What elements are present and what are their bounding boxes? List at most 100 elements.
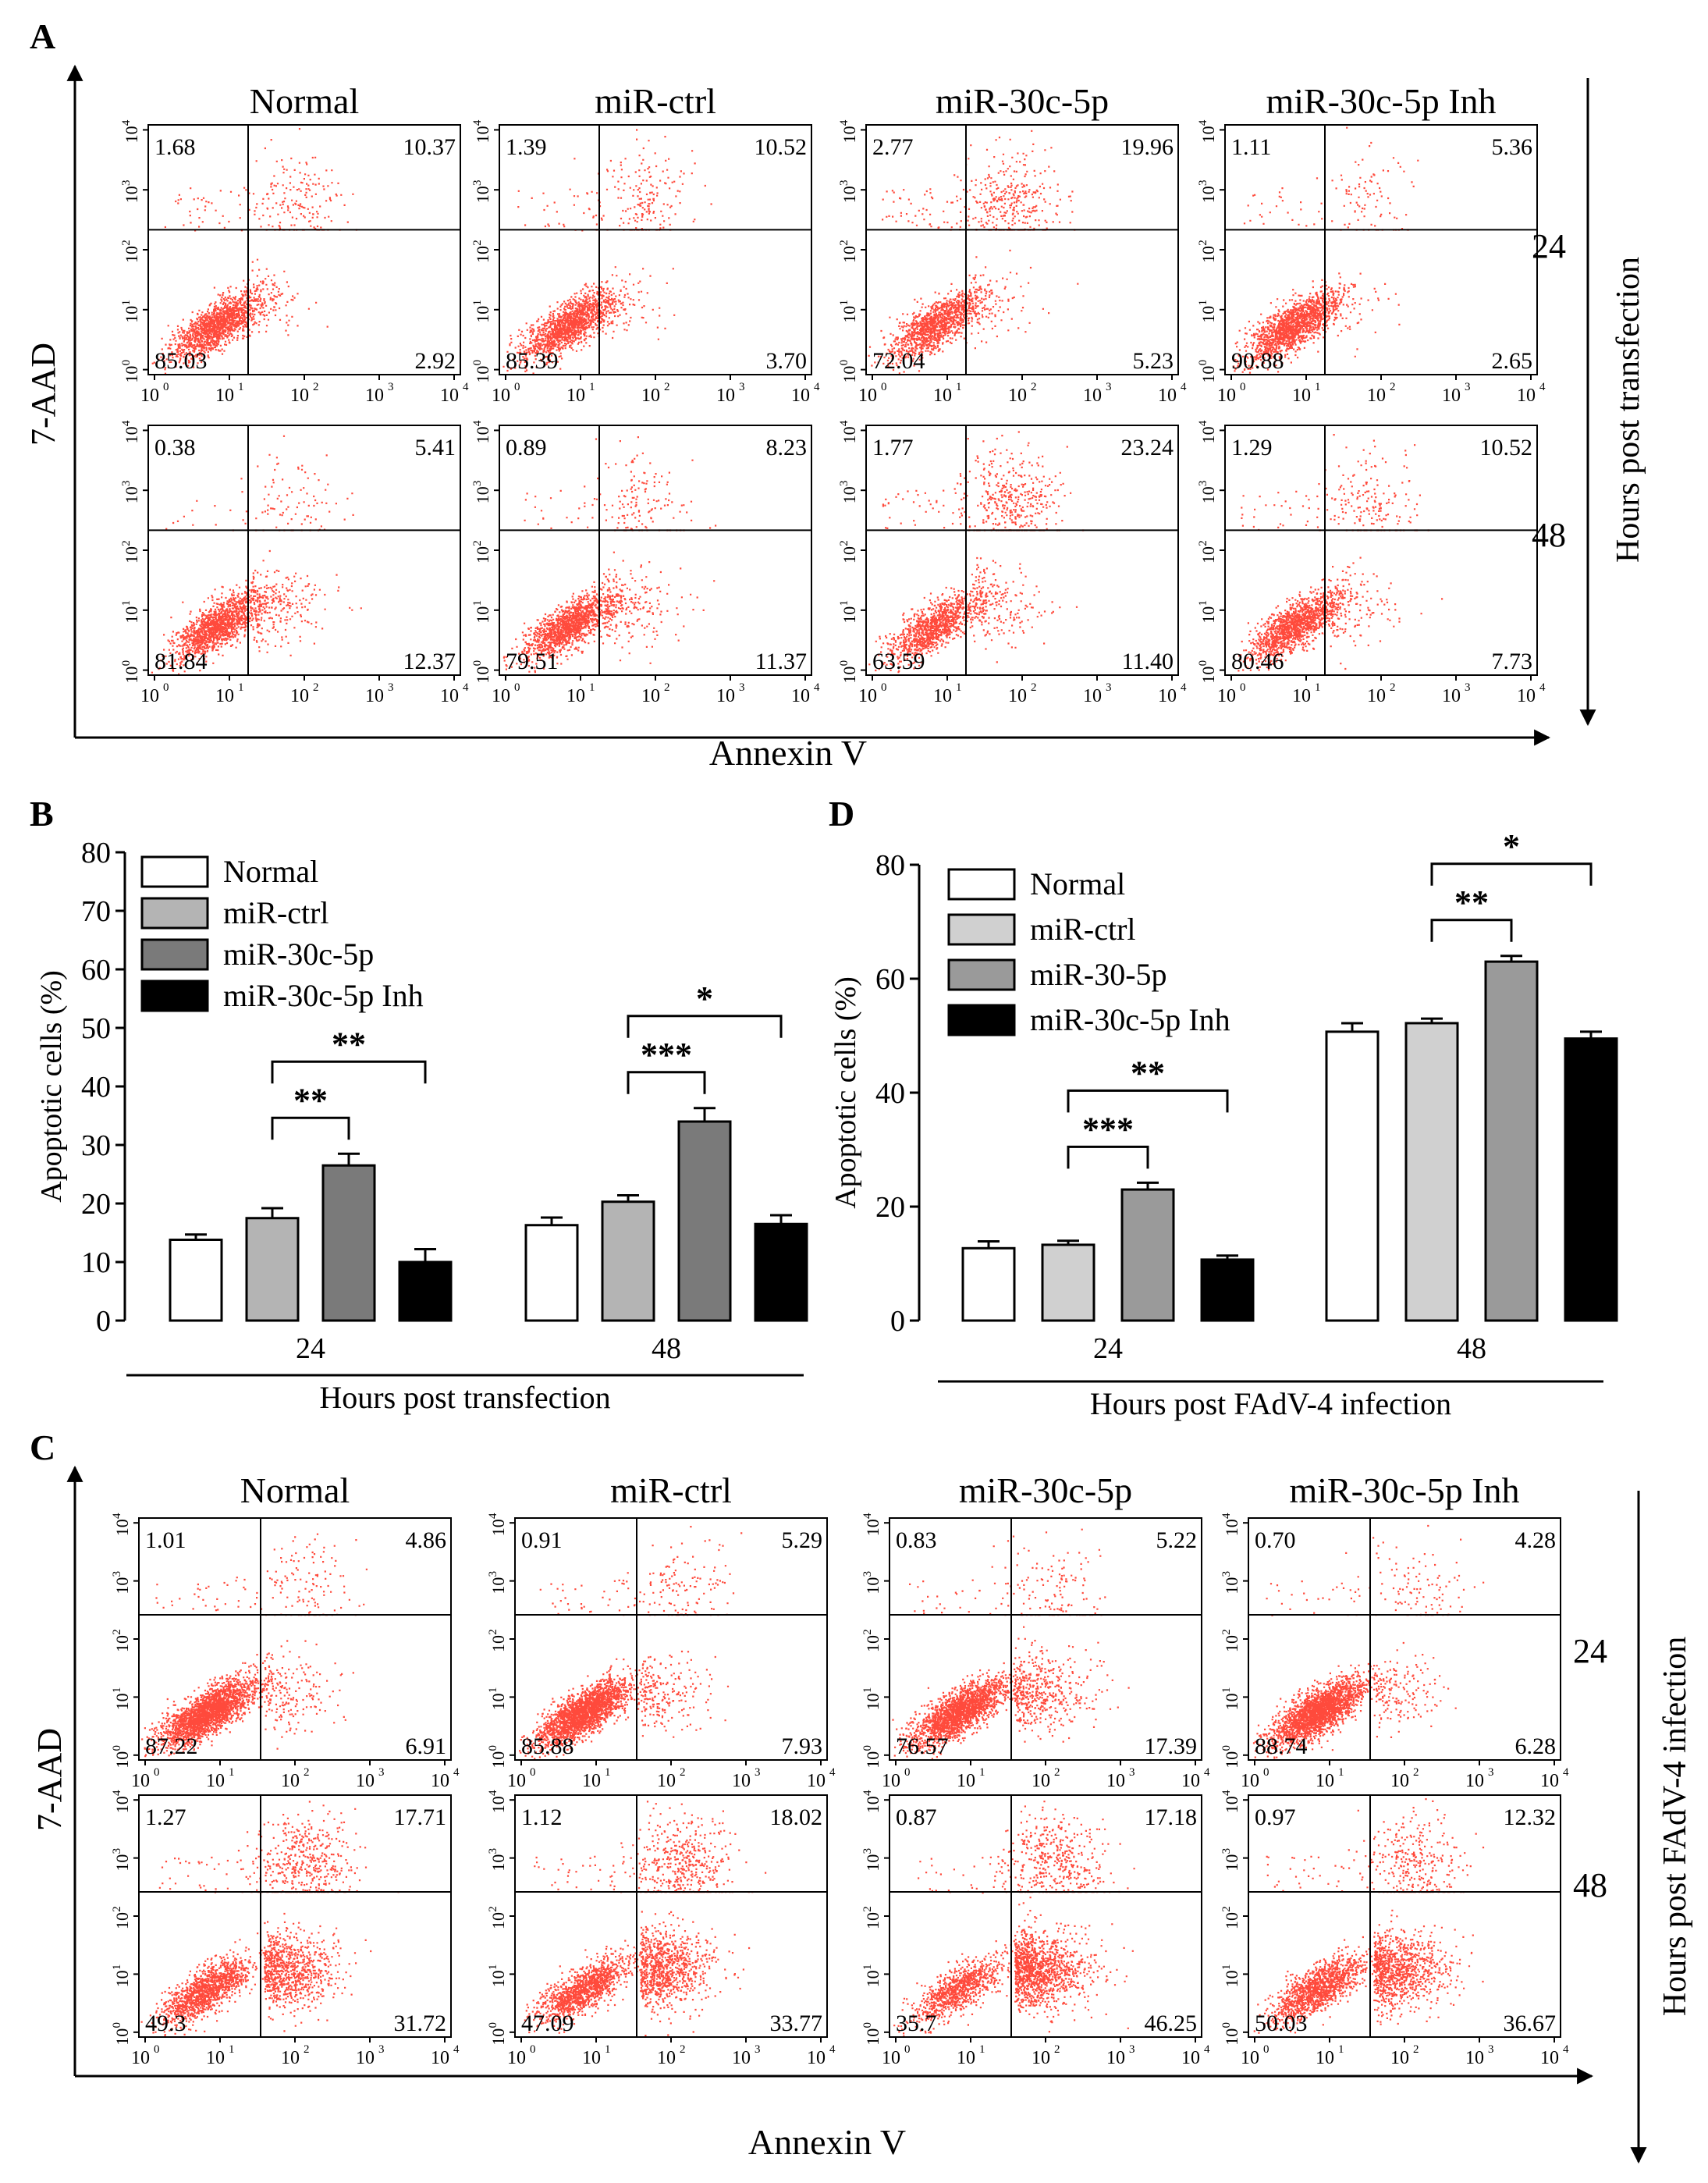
x-tick-exponent: 2 [313,681,319,694]
bar [169,1239,223,1322]
quadrant-ll-value: 50.03 [1255,2011,1308,2036]
x-tick-label: 10 [1292,386,1311,406]
quadrant-ur-value: 4.86 [406,1527,447,1553]
y-tick-label: 60 [81,954,111,987]
y-tick-label: 10 [1222,2028,1241,2046]
y-tick-label: 10 [473,546,492,564]
y-tick-exponent: 3 [120,480,133,486]
quadrant-ll-value: 47.09 [521,2011,574,2036]
x-tick-exponent: 3 [1106,381,1112,393]
x-tick-exponent: 0 [1240,681,1246,694]
flow-dots [868,130,1079,375]
quadrant-lr-value: 33.77 [770,2011,823,2036]
flow-dots [1233,126,1419,374]
y-tick-exponent: 1 [861,1687,874,1694]
x-tick-label: 10 [1158,686,1177,706]
quadrant-ur-value: 17.18 [1145,1804,1198,1830]
x-tick-exponent: 4 [814,381,820,393]
bar [961,1246,1016,1322]
x-tick-label: 10 [1217,686,1236,706]
y-tick-exponent: 4 [111,1513,123,1519]
x-tick-exponent: 2 [1054,2043,1060,2056]
x-tick-exponent: 0 [163,681,169,694]
x-tick-exponent: 1 [589,381,595,393]
quadrant-ll-value: 85.39 [506,348,559,374]
y-tick-label: 10 [863,1751,882,1769]
significance-label: * [1503,827,1520,866]
x-tick-label: 10 [290,386,309,406]
x-tick-label: 10 [1032,2048,1050,2068]
x-tick-exponent: 0 [1240,381,1246,393]
y-tick-exponent: 1 [1220,1964,1233,1971]
y-tick-label: 10 [1222,1751,1241,1769]
x-tick-exponent: 4 [463,681,469,694]
quadrant-ul-value: 1.39 [506,134,547,160]
y-tick-exponent: 2 [471,240,484,246]
x-tick-label: 10 [582,2048,601,2068]
quadrant-lr-value: 36.67 [1504,2011,1557,2036]
column-header: miR-30c-5p Inh [1289,1470,1519,1510]
legend-swatch [947,1004,1016,1036]
significance-bracket [1430,862,1593,886]
y-tick-label: 50 [81,1012,111,1045]
x-tick-label: 10 [882,2048,900,2068]
x-tick-label: 10 [732,2048,751,2068]
y-tick-exponent: 3 [111,1571,123,1577]
x-tick-label: 10 [933,386,952,406]
y-tick-exponent: 2 [487,1629,499,1635]
y-tick-label: 10 [112,1693,132,1710]
panel-c-right-label: Hours post FAdV-4 infection [1657,1637,1693,2017]
y-tick-exponent: 4 [1197,420,1209,426]
y-tick-label: 10 [1198,426,1218,443]
quadrant-ur-value: 10.37 [403,134,456,160]
quadrant-ll-value: 76.57 [896,1733,949,1759]
quadrant-lr-value: 7.73 [1492,649,1533,674]
x-tick-exponent: 2 [1413,1766,1419,1779]
significance-label: *** [1082,1110,1134,1148]
x-tick-label: 10 [566,686,585,706]
x-tick-label: 10 [1316,1771,1334,1791]
quadrant-ul-value: 0.38 [154,435,196,460]
x-tick-label: 10 [957,1771,975,1791]
y-tick-label: 10 [473,486,492,503]
bar [524,1224,579,1322]
x-tick-exponent: 3 [739,681,745,694]
flow-dot-cloud [893,1801,1135,2037]
y-tick-label: 10 [1198,306,1218,323]
panel-letter-a: A [30,16,55,56]
quadrant-lr-value: 6.28 [1515,1733,1557,1759]
y-tick-label: 10 [1198,667,1218,684]
bar [601,1200,655,1322]
y-tick-label: 10 [122,306,141,323]
x-tick-label: 10 [1106,2048,1125,2068]
x-tick-exponent: 0 [530,2043,536,2056]
significance-label: ** [1131,1054,1165,1092]
y-tick-label: 10 [112,1912,132,1929]
x-axis-label: Hours post FAdV-4 infection [1090,1386,1451,1421]
y-tick-exponent: 1 [111,1687,123,1694]
column-header: Normal [240,1470,350,1510]
x-tick-exponent: 3 [1129,1766,1135,1779]
y-tick-label: 10 [488,1577,508,1595]
y-tick-exponent: 1 [120,600,133,606]
panel-c-y-label: 7-AAD [30,1728,69,1831]
x-tick-label: 10 [1181,2048,1200,2068]
x-tick-exponent: 0 [154,1766,160,1779]
flow-dot-cloud [502,129,712,375]
quadrant-lr-value: 12.37 [403,649,456,674]
x-tick-label: 10 [858,686,877,706]
quadrant-lr-value: 5.23 [1133,348,1174,374]
quadrant-lr-value: 2.92 [415,348,456,374]
panel-a-y-label: 7-AAD [24,343,62,446]
y-tick-label: 10 [840,366,859,383]
quadrant-ur-value: 17.71 [394,1804,447,1830]
y-tick-label: 10 [112,1970,132,1987]
x-tick-label: 10 [582,1771,601,1791]
x-tick-exponent: 0 [154,2043,160,2056]
x-tick-label: 10 [1217,386,1236,406]
y-tick-exponent: 3 [487,1571,499,1577]
